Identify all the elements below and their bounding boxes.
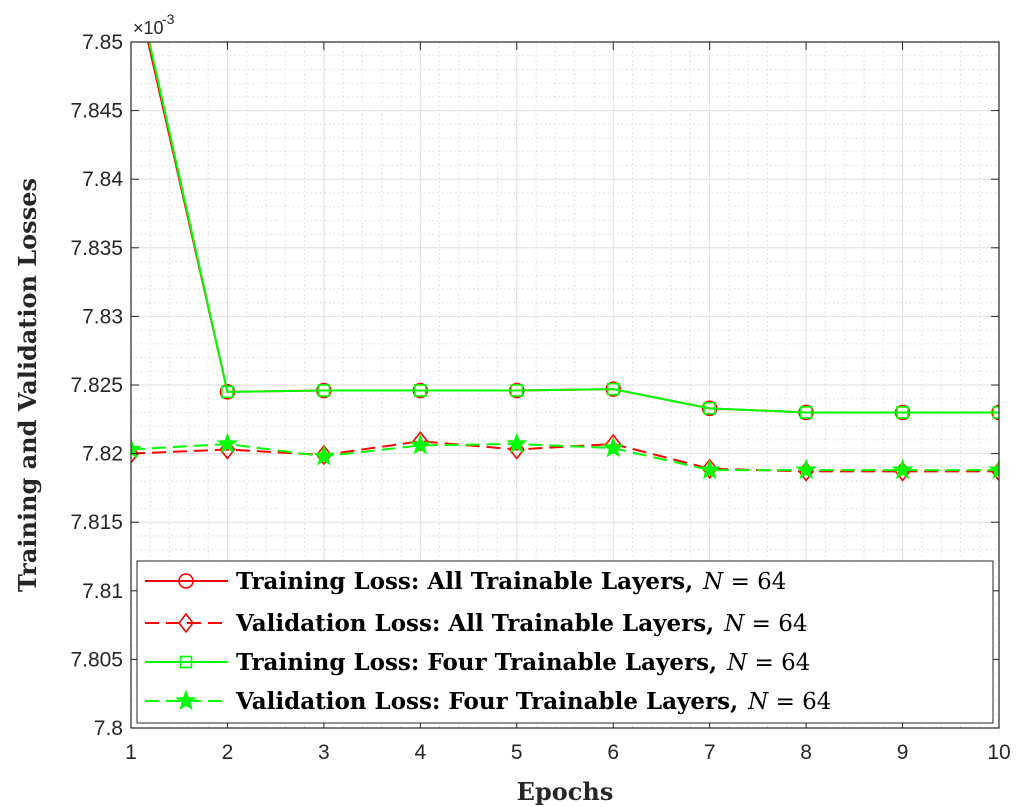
data-point-square (703, 402, 716, 415)
axis-exponent-power: -3 (162, 11, 175, 27)
series-line (131, 442, 999, 472)
legend-box (136, 560, 994, 724)
legend: Training Loss: All Trainable Layers, N = … (136, 560, 994, 724)
y-tick-label: 7.85 (82, 31, 123, 54)
y-tick-label: 7.82 (82, 443, 123, 466)
legend-item: Training Loss: All Trainable Layers, N = … (145, 568, 786, 595)
x-tick-label: 10 (987, 741, 1010, 764)
y-tick-label: 7.805 (70, 648, 123, 671)
series-layer (131, 42, 999, 482)
data-point-diamond (412, 430, 429, 452)
legend-label: Training Loss: All Trainable Layers, (236, 568, 693, 595)
y-axis-title: Training and Validation Losses (13, 178, 42, 592)
x-tick-label: 1 (125, 741, 137, 764)
axis-exponent-base: ×10 (133, 18, 164, 38)
data-point-star (795, 458, 817, 480)
legend-label: Validation Loss: Four Trainable Layers, (235, 688, 738, 715)
y-tick-label: 7.835 (70, 237, 123, 260)
x-tick-label: 6 (607, 741, 619, 764)
x-tick-label: 7 (704, 741, 716, 764)
data-point-square (317, 384, 331, 397)
legend-label: Validation Loss: All Trainable Layers, (235, 610, 714, 637)
axis-exponent: ×10 -3 (133, 11, 175, 38)
x-axis-title: Epochs (517, 777, 614, 806)
y-tick-label: 7.845 (70, 100, 123, 123)
data-point-diamond (701, 458, 718, 479)
data-point-star (313, 445, 335, 466)
x-tick-labels: 1 2 3 4 5 6 7 8 9 10 (125, 741, 1011, 764)
data-point-diamond (177, 612, 195, 634)
x-tick-label: 9 (897, 741, 909, 764)
data-point-diamond (605, 433, 622, 455)
legend-label: Training Loss: Four Trainable Layers, (236, 649, 717, 676)
data-point-star (698, 458, 721, 480)
data-point-square (896, 406, 909, 419)
y-tick-label: 7.825 (70, 374, 123, 397)
legend-label-math: N = 64 (723, 611, 807, 637)
data-point-circle (178, 573, 194, 589)
data-point-star (409, 434, 432, 455)
data-point-star (602, 436, 624, 458)
series-line (148, 42, 999, 414)
y-tick-label: 7.8 (94, 717, 123, 740)
series-4 (131, 432, 999, 480)
data-point-diamond (315, 444, 332, 466)
data-point-star (175, 689, 197, 711)
data-point-square (414, 384, 427, 397)
data-point-star (131, 438, 142, 459)
data-point-star (988, 458, 999, 480)
y-tick-label: 7.84 (82, 168, 123, 191)
legend-item: Validation Loss: All Trainable Layers, N … (145, 610, 808, 637)
data-point-square (179, 655, 193, 669)
x-tick-label: 4 (414, 741, 426, 764)
y-tick-label: 7.83 (82, 305, 123, 328)
data-point-square (221, 385, 234, 399)
x-tick-label: 8 (800, 741, 812, 764)
legend-label-math: N = 64 (726, 650, 810, 676)
y-tick-label: 7.815 (70, 511, 123, 534)
data-point-square (992, 406, 999, 419)
data-point-star (891, 458, 914, 480)
legend-item: Validation Loss: Four Trainable Layers, N… (145, 688, 831, 715)
legend-label-math: N = 64 (747, 689, 831, 715)
x-tick-label: 3 (318, 741, 330, 764)
data-point-star (506, 432, 528, 454)
series-3 (148, 42, 999, 419)
y-tick-label: 7.81 (82, 580, 123, 603)
data-point-star (216, 432, 239, 454)
legend-label-math: N = 64 (702, 569, 786, 595)
data-point-square (606, 382, 620, 396)
legend-item: Training Loss: Four Trainable Layers, N =… (145, 649, 810, 676)
y-tick-labels: 7.8 7.805 7.81 7.815 7.82 7.825 7.83 7.835 7.84 7… (70, 31, 123, 740)
data-point-square (799, 406, 813, 419)
x-tick-label: 5 (511, 741, 523, 764)
data-point-square (510, 384, 524, 397)
x-tick-label: 2 (222, 741, 234, 764)
